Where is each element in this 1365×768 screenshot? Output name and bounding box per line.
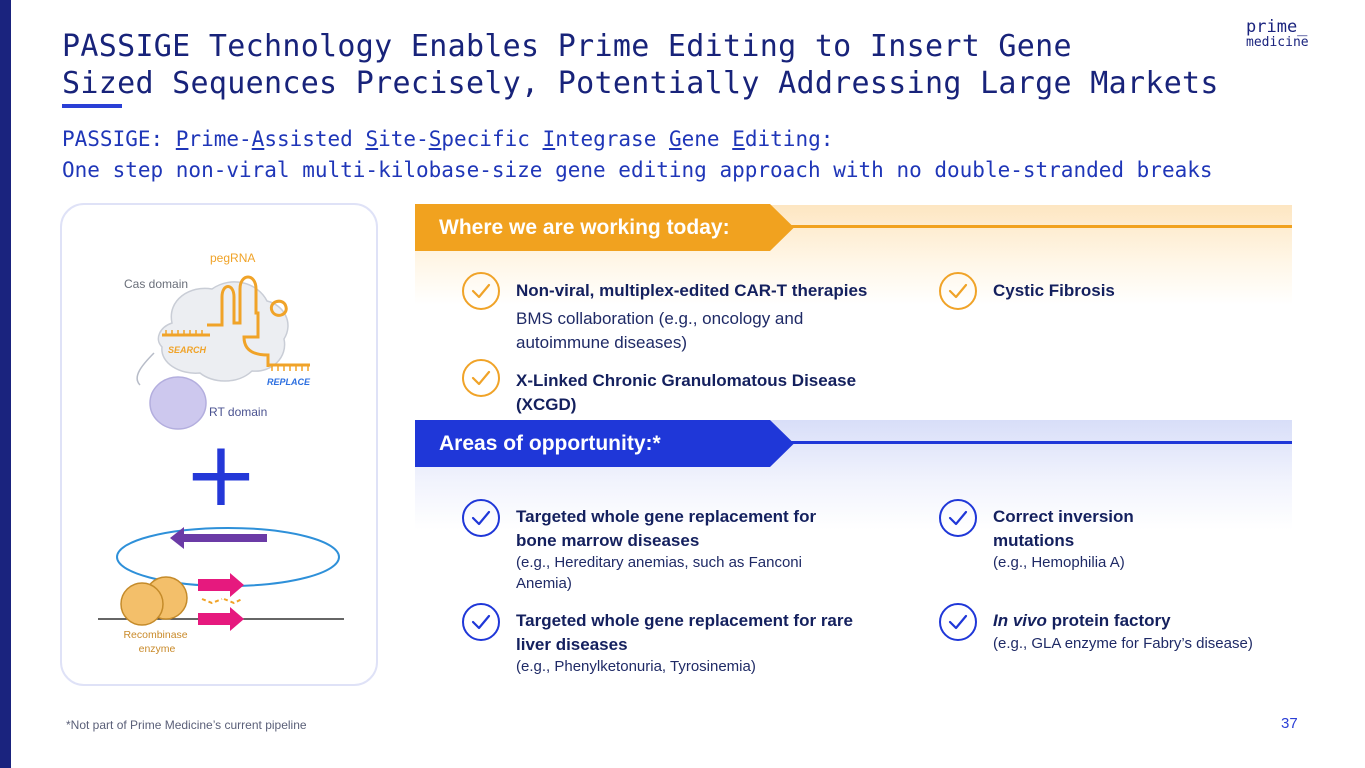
att-site-arrow-top: [198, 573, 244, 597]
opportunity-item-bone-marrow-sub: (e.g., Hereditary anemias, such as Fanco…: [516, 554, 802, 592]
opportunity-item-protein-factory-sub: (e.g., GLA enzyme for Fabry’s disease): [993, 635, 1253, 652]
footnote: *Not part of Prime Medicine’s current pi…: [66, 718, 307, 732]
passige-diagram: pegRNA Cas domain SEARCH REPLACE RT doma…: [98, 251, 344, 655]
opportunity-item-bone-marrow-title: Targeted whole gene replacement for bone…: [516, 507, 817, 550]
search-label: SEARCH: [168, 345, 207, 355]
title-line-2: Sized Sequences Precisely, Potentially A…: [62, 66, 1219, 101]
page-title: PASSIGE Technology Enables Prime Editing…: [62, 28, 1219, 102]
prime-medicine-logo: prime_ medicine: [1246, 17, 1309, 51]
subtitle-line-2: One step non-viral multi-kilobase-size g…: [62, 158, 1213, 182]
check-circle-icon: [462, 359, 500, 397]
opportunity-item-inversion-title: Correct inversion mutations: [993, 507, 1134, 550]
title-line-1: PASSIGE Technology Enables Prime Editing…: [62, 29, 1072, 64]
subtitle: PASSIGE: Prime-Assisted Site-Specific In…: [62, 124, 1213, 186]
opportunity-item-protein-factory-title: In vivo protein factory: [993, 611, 1171, 630]
mechanism-diagram-card: pegRNA Cas domain SEARCH REPLACE RT doma…: [60, 203, 378, 686]
check-circle-icon: [939, 603, 977, 641]
page-number: 37: [1281, 715, 1298, 732]
today-item-xcgd-title: X-Linked Chronic Granulomatous Disease (…: [516, 371, 857, 414]
opportunity-item-liver-sub: (e.g., Phenylketonuria, Tyrosinemia): [516, 658, 756, 675]
pegrna-strand: [207, 275, 270, 367]
title-underline: [62, 104, 122, 108]
side-accent-bar: [0, 0, 11, 768]
check-circle-icon: [462, 272, 500, 310]
recombinase-icon: [120, 582, 164, 626]
att-site-arrow-bottom: [198, 607, 244, 631]
today-item-car-t-title: Non-viral, multiplex-edited CAR-T therap…: [516, 281, 868, 300]
rt-domain-shape: [149, 376, 207, 430]
check-circle-icon: [462, 603, 500, 641]
pegrna-label: pegRNA: [210, 251, 255, 265]
replace-label: REPLACE: [267, 377, 311, 387]
rt-domain-label: RT domain: [209, 405, 267, 419]
check-circle-icon: [939, 499, 977, 537]
today-section-header: Where we are working today:: [415, 204, 794, 251]
opportunity-section-header: Areas of opportunity:*: [415, 420, 794, 467]
today-item-car-t-desc: BMS collaboration (e.g., oncology and au…: [516, 309, 804, 352]
check-circle-icon: [939, 272, 977, 310]
today-header-rule: [790, 225, 1292, 228]
plus-icon: +: [183, 422, 258, 527]
check-circle-icon: [462, 499, 500, 537]
today-item-cystic-fibrosis-title: Cystic Fibrosis: [993, 281, 1115, 300]
plasmid-arrow: [170, 527, 267, 549]
cas-domain-label: Cas domain: [124, 277, 188, 291]
opportunity-item-liver-title: Targeted whole gene replacement for rare…: [516, 611, 853, 654]
recombinase-label: Recombinase enzyme: [123, 629, 190, 655]
opportunity-item-inversion-sub: (e.g., Hemophilia A): [993, 554, 1125, 571]
subtitle-line-1: PASSIGE: Prime-Assisted Site-Specific In…: [62, 127, 834, 151]
opportunity-header-rule: [790, 441, 1292, 444]
